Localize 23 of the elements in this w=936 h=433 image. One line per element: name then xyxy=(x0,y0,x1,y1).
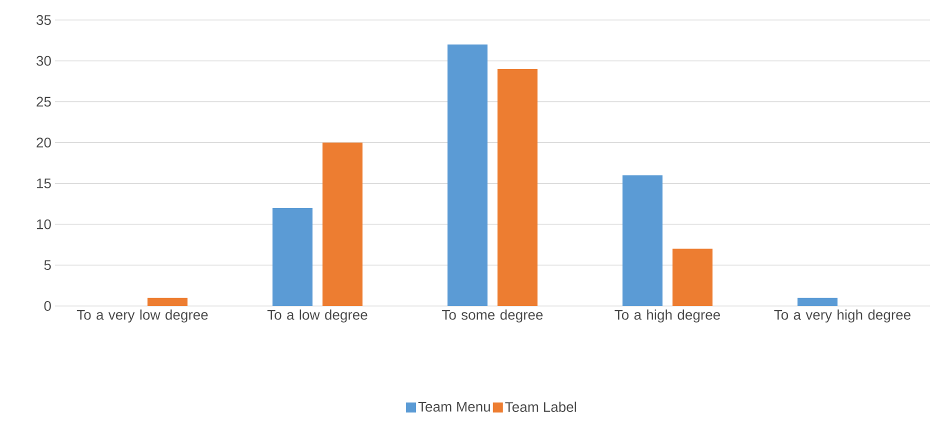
y-tick-label: 25 xyxy=(36,96,51,107)
y-tick-label: 35 xyxy=(36,15,51,25)
bar xyxy=(322,142,363,306)
bar xyxy=(498,69,538,306)
x-tick-label: To a very low degree xyxy=(76,310,208,323)
x-tick-label: To a high degree xyxy=(614,310,720,323)
x-tick-label: To a very high degree xyxy=(774,310,910,323)
bar xyxy=(622,175,663,306)
y-tick-label: 5 xyxy=(44,260,51,270)
legend-label: Team Menu xyxy=(418,402,490,412)
y-tick-label: 30 xyxy=(36,56,51,66)
x-tick-label: To a low degree xyxy=(267,310,368,323)
bar xyxy=(672,248,713,306)
y-tick-label: 20 xyxy=(36,138,51,148)
bar xyxy=(798,298,838,306)
y-tick-label: 10 xyxy=(37,219,51,230)
bar xyxy=(448,44,488,306)
legend-label: Team Label xyxy=(505,402,576,412)
bar xyxy=(148,298,188,306)
x-tick-label: To some degree xyxy=(442,310,543,323)
bar xyxy=(272,208,313,306)
y-tick-label: 15 xyxy=(37,178,51,188)
y-tick-label: 0 xyxy=(44,301,51,311)
